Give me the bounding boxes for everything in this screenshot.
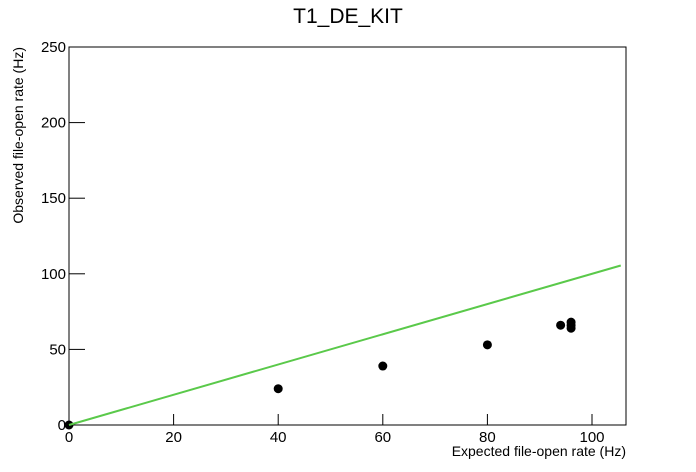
y-tick-label: 100 — [41, 266, 66, 283]
plot-frame — [68, 46, 627, 426]
y-axis-label: Observed file-open rate (Hz) — [10, 47, 26, 224]
y-tick-label: 200 — [41, 115, 66, 132]
x-tick-label: 80 — [479, 429, 496, 446]
chart-title: T1_DE_KIT — [293, 5, 403, 28]
y-tick-label: 150 — [41, 190, 66, 207]
y-tick-label: 50 — [49, 341, 66, 358]
x-axis-label: Expected file-open rate (Hz) — [452, 443, 626, 459]
x-tick-label: 0 — [65, 429, 73, 446]
point — [482, 340, 492, 350]
y-tick-label: 0 — [58, 417, 66, 434]
point — [556, 320, 566, 330]
y-tick-label: 250 — [41, 39, 66, 56]
x-tick-label: 100 — [579, 429, 604, 446]
point — [566, 323, 576, 333]
x-tick-label: 40 — [270, 429, 287, 446]
point — [378, 361, 388, 371]
line — [68, 264, 622, 426]
point — [273, 384, 283, 394]
x-tick-label: 20 — [165, 429, 182, 446]
x-tick-label: 60 — [374, 429, 391, 446]
